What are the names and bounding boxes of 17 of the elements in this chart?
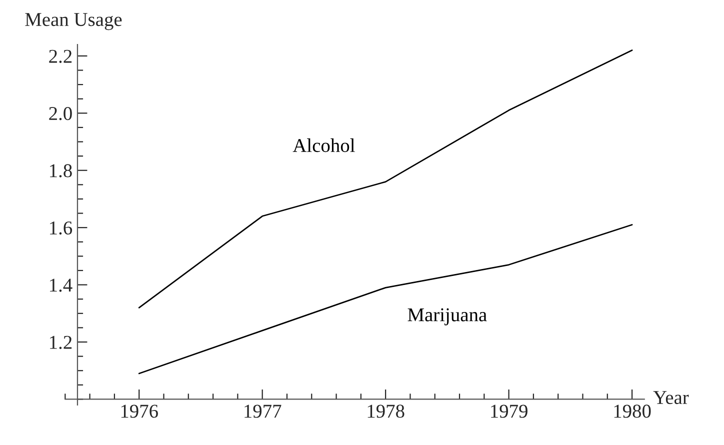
y-axis-title: Mean Usage: [25, 13, 122, 30]
line-series: [138, 50, 633, 308]
x-tick-label: 1977: [244, 404, 282, 418]
y-tick-label: 1.8: [50, 164, 72, 178]
series-label: Marijuana: [408, 308, 487, 326]
y-tick-label: 2.0: [49, 106, 72, 120]
series-label: Alcohol: [292, 138, 355, 152]
y-tick-label: 1.4: [50, 278, 72, 292]
x-tick-label: 1980: [614, 404, 651, 418]
y-tick-label: 1.2: [50, 336, 72, 350]
x-axis-title: Year: [653, 391, 689, 404]
y-tick-label: 1.6: [50, 221, 72, 235]
x-tick-label: 1979: [491, 404, 528, 418]
line-series: [138, 224, 633, 374]
x-tick-label: 1978: [368, 404, 404, 418]
x-tick-label: 1976: [121, 404, 158, 418]
y-tick-label: 2.2: [49, 50, 72, 63]
